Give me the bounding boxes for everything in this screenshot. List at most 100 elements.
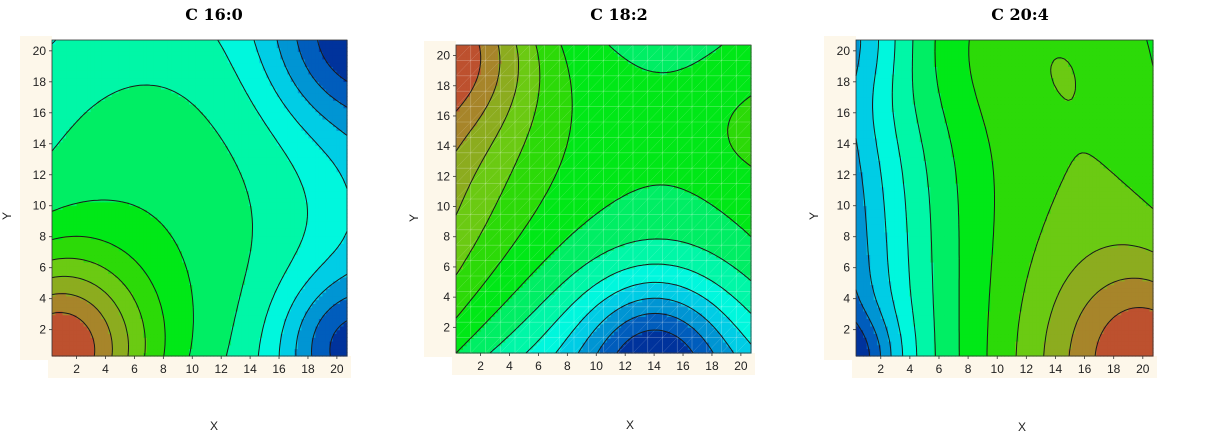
contour-cell (118, 205, 123, 210)
contour-cell (301, 167, 306, 173)
contour-cell (217, 145, 222, 150)
contour-cell (136, 325, 141, 331)
contour-cell (94, 348, 99, 353)
contour-cell (97, 194, 102, 199)
contour-cell (206, 318, 211, 323)
contour-cell (108, 292, 113, 297)
contour-cell (217, 209, 222, 214)
contour-cell (255, 246, 260, 252)
contour-cell (280, 152, 285, 158)
contour-cell (238, 340, 243, 346)
contour-cell (108, 299, 113, 304)
contour-cell (122, 299, 127, 304)
contour-cell (136, 273, 141, 278)
contour-cell (192, 171, 197, 177)
contour-cell (276, 250, 281, 256)
contour-cell (171, 243, 176, 248)
contour-cell (329, 254, 334, 259)
contour-cell (146, 235, 151, 240)
contour-cell (87, 246, 92, 252)
contour-cell (259, 246, 264, 252)
contour-cell (241, 314, 246, 319)
contour-cell (80, 299, 85, 304)
contour-cell (206, 344, 211, 350)
contour-cell (108, 284, 113, 289)
contour-cell (227, 228, 232, 233)
contour-cell (129, 235, 134, 240)
contour-cell (203, 310, 208, 316)
contour-cell (174, 235, 180, 240)
contour-cell (343, 277, 348, 282)
contour-cell (104, 190, 109, 195)
contour-cell (283, 239, 288, 244)
contour-cell (118, 295, 123, 301)
contour-cell (276, 299, 281, 304)
contour-cell (220, 250, 225, 256)
contour-cell (115, 130, 120, 135)
contour-cell (108, 261, 113, 267)
contour-cell (220, 160, 225, 165)
contour-cell (332, 149, 338, 154)
contour-cell (181, 288, 187, 293)
contour-cell (308, 224, 313, 229)
contour-cell (188, 239, 194, 244)
contour-cell (108, 322, 113, 327)
contour-cell (297, 299, 302, 304)
contour-cell (276, 284, 281, 289)
contour-cell (294, 160, 299, 165)
contour-cell (315, 198, 320, 203)
contour-cell (153, 228, 158, 233)
contour-cell (178, 228, 183, 233)
contour-cell (73, 325, 78, 331)
contour-cell (115, 152, 120, 158)
contour-cell (146, 269, 151, 274)
contour-cell (181, 261, 187, 267)
contour-cell (227, 299, 232, 304)
contour-cell (199, 288, 204, 293)
contour-cell (283, 250, 288, 256)
contour-cell (290, 329, 295, 335)
contour-cell (129, 224, 134, 229)
contour-cell (192, 258, 197, 263)
contour-cell (150, 333, 155, 338)
contour-cell (294, 314, 299, 319)
contour-cell (322, 265, 327, 271)
contour-cell (213, 175, 218, 180)
contour-cell (241, 235, 246, 240)
contour-cell (308, 292, 313, 297)
contour-cell (76, 194, 81, 199)
contour-cell (276, 134, 281, 139)
contour-cell (52, 198, 57, 203)
contour-cell (150, 228, 155, 233)
contour-cell (192, 269, 197, 274)
contour-cell (329, 333, 334, 338)
contour-cell (203, 284, 208, 289)
contour-cell (231, 277, 236, 282)
contour-cell (262, 352, 267, 357)
contour-cell (234, 322, 239, 327)
contour-cell (178, 337, 183, 342)
contour-cell (276, 344, 281, 350)
contour-cell (160, 277, 165, 282)
contour-cell (297, 141, 302, 146)
contour-cell (336, 205, 341, 210)
contour-cell (248, 175, 253, 180)
contour-cell (132, 137, 137, 143)
contour-cell (192, 329, 197, 335)
contour-cell (304, 182, 309, 188)
contour-cell (157, 288, 162, 293)
contour-cell (181, 284, 187, 289)
contour-cell (318, 288, 324, 293)
contour-cell (94, 288, 99, 293)
contour-cell (153, 280, 158, 286)
contour-cell (339, 250, 345, 256)
contour-cell (329, 224, 334, 229)
contour-cell (238, 269, 243, 274)
contour-cell (143, 325, 148, 331)
contour-cell (132, 228, 137, 233)
contour-cell (325, 231, 331, 237)
contour-cell (129, 145, 134, 150)
contour-cell (336, 186, 341, 192)
contour-cell (122, 292, 127, 297)
contour-cell (322, 246, 327, 252)
